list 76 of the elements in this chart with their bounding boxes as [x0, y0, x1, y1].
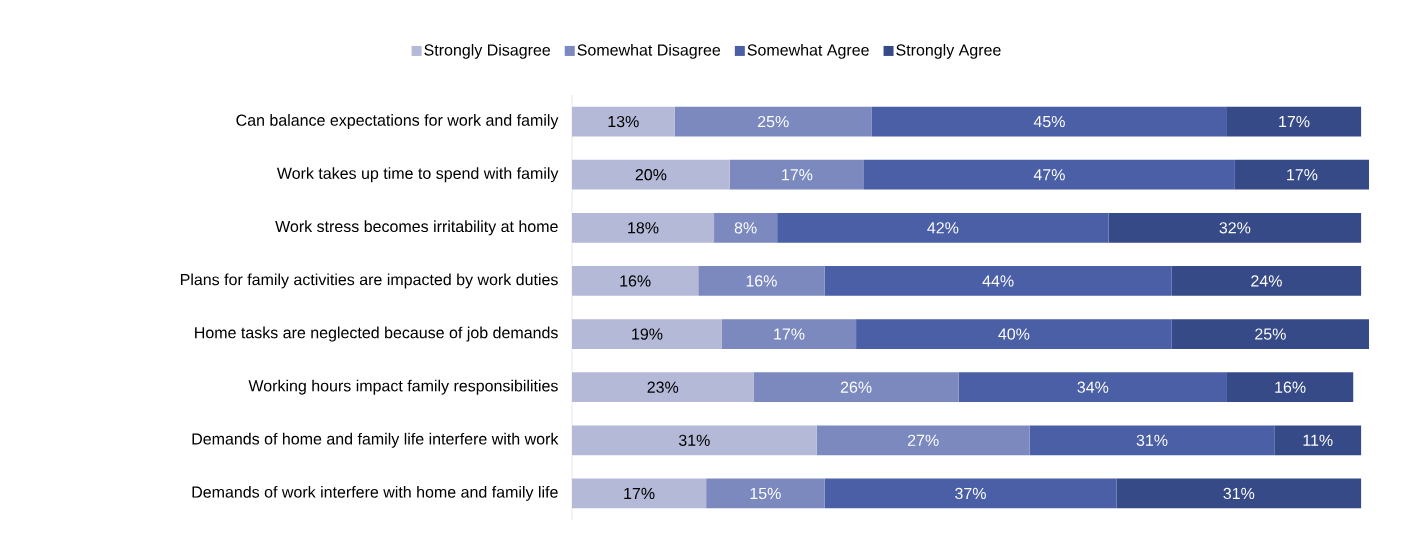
data-label: 13% [608, 115, 639, 128]
data-label: 17% [774, 328, 805, 340]
legend-label: Strongly Agree [896, 43, 1001, 59]
bar [863, 159, 1235, 190]
data-label: 40% [998, 328, 1030, 340]
bar [674, 106, 872, 137]
data-label: 31% [1223, 487, 1255, 500]
data-label: 47% [1033, 169, 1065, 181]
bar [572, 319, 722, 349]
y-tick-label: Demands of work interfere with home and family life [192, 485, 558, 501]
bar [777, 212, 1109, 243]
data-label: 17% [1279, 115, 1310, 128]
bar [1234, 159, 1370, 190]
data-label: 16% [746, 275, 777, 287]
legend-label: Somewhat Disagree [577, 43, 721, 59]
bar [729, 159, 864, 190]
data-label: 24% [1251, 275, 1282, 287]
bar [958, 372, 1227, 403]
bar [572, 478, 707, 509]
data-label: 15% [750, 487, 781, 500]
bar [1171, 266, 1362, 296]
data-label: 17% [782, 169, 813, 181]
bar [753, 372, 959, 403]
bar [572, 159, 730, 190]
data-label: 16% [620, 275, 651, 287]
data-label: 27% [907, 434, 939, 446]
data-label: 31% [1136, 434, 1168, 446]
y-tick-label: Working hours impact family responsibilities [248, 379, 558, 395]
bar [572, 106, 675, 137]
bar [816, 425, 1030, 456]
y-tick-label: Plans for family activities are impacted by work duties [180, 273, 558, 289]
bar [572, 425, 817, 456]
data-label: 23% [647, 381, 679, 393]
bar [1226, 372, 1354, 403]
data-label: 20% [635, 169, 667, 181]
y-tick-label: Home tasks are neglected because of job demands [195, 326, 558, 342]
bar [1226, 106, 1362, 137]
data-label: 44% [982, 275, 1014, 287]
data-label: 18% [628, 222, 659, 234]
data-label: 16% [1275, 381, 1306, 393]
data-label: 31% [678, 434, 710, 446]
data-label: 32% [1219, 222, 1251, 234]
bar [1029, 425, 1275, 456]
y-tick-label: Work takes up time to spend with family [276, 167, 559, 183]
bar [824, 266, 1172, 296]
data-label: 25% [1255, 328, 1286, 340]
data-label: 45% [1033, 115, 1065, 128]
data-label: 26% [840, 381, 872, 393]
bar [714, 212, 778, 243]
data-label: 42% [927, 222, 959, 234]
data-label: 25% [758, 115, 789, 128]
bar [1108, 212, 1362, 243]
bar [824, 478, 1117, 509]
y-tick-label: Work stress becomes irritability at home [275, 220, 558, 236]
bar [572, 266, 699, 296]
bar [1274, 425, 1362, 456]
data-label: 19% [632, 328, 663, 340]
y-tick-label: Demands of home and family life interfere with work [192, 432, 559, 448]
data-label: 34% [1077, 381, 1109, 393]
data-label: 17% [1287, 169, 1318, 181]
bar [1171, 319, 1370, 349]
bar [856, 319, 1172, 349]
y-tick-label: Can balance expectations for work and family [236, 114, 559, 130]
bar [572, 372, 754, 403]
bar [698, 266, 825, 296]
bar [721, 319, 857, 349]
data-label: 17% [624, 487, 655, 500]
bar [706, 478, 825, 509]
legend-label: Somewhat Agree [747, 43, 869, 59]
bar [871, 106, 1227, 137]
data-label: 8% [734, 222, 757, 234]
bar [1116, 478, 1362, 509]
data-label: 11% [1303, 434, 1333, 446]
bar [572, 212, 715, 243]
legend-label: Strongly Disagree [424, 43, 551, 59]
data-label: 37% [955, 487, 986, 500]
